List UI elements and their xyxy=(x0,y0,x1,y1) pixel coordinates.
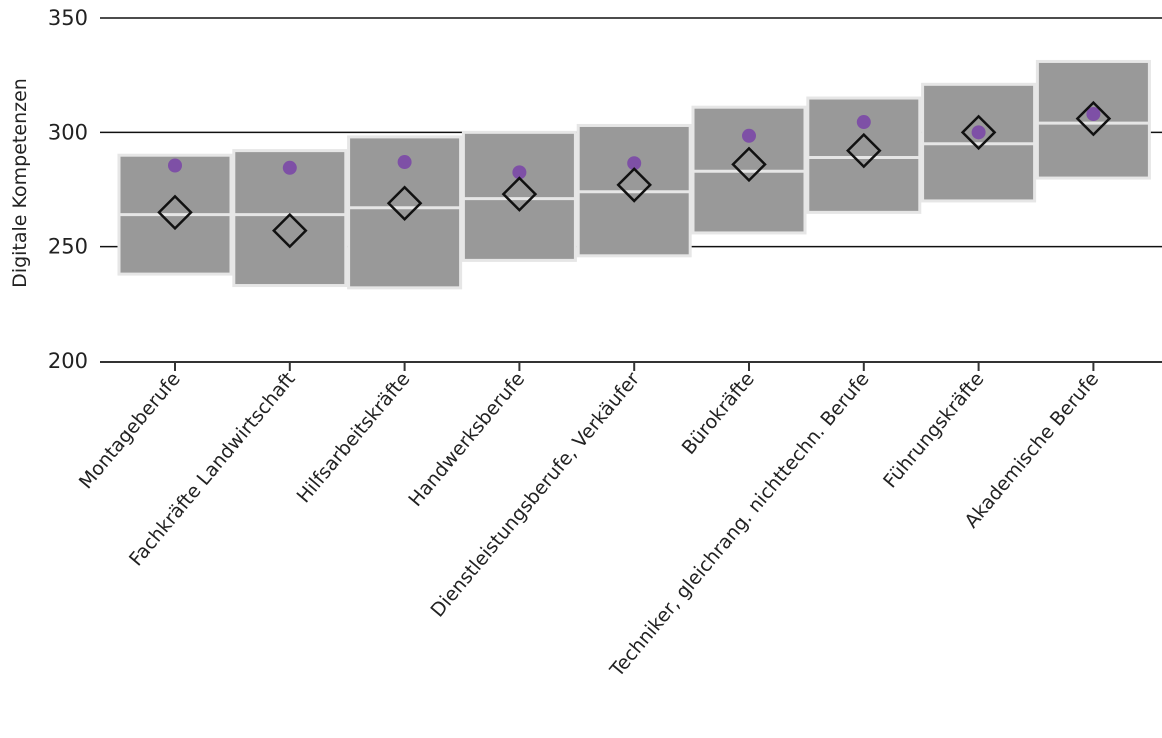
box-group xyxy=(576,123,692,258)
dot-marker xyxy=(971,125,986,140)
x-tick-label: Montageberufe xyxy=(75,368,185,493)
x-tick-label: Dienstleistungsberufe, Verkäufer xyxy=(426,368,644,621)
box-group xyxy=(1035,59,1151,180)
box xyxy=(232,149,348,288)
diamond-marker xyxy=(960,114,997,151)
diamond-marker xyxy=(386,185,423,221)
x-tick-label: Bürokräfte xyxy=(678,368,759,459)
y-tick-label: 200 xyxy=(48,349,88,373)
diamond-marker xyxy=(846,132,882,169)
x-tick-label: Akademische Berufe xyxy=(960,368,1103,532)
box-group xyxy=(921,82,1037,203)
box-group xyxy=(117,153,233,276)
x-tick-label: Führungskräfte xyxy=(879,368,988,492)
diamond-marker xyxy=(501,176,538,212)
diamond-marker xyxy=(616,167,652,203)
y-tick-label: 300 xyxy=(48,120,88,144)
diamond-marker xyxy=(1075,100,1112,137)
x-tick-label: Handwerksberufe xyxy=(404,368,529,511)
y-tick-label: 250 xyxy=(48,235,88,259)
box-group xyxy=(691,105,807,235)
box xyxy=(461,130,577,262)
dot-marker xyxy=(856,115,871,130)
dot-marker xyxy=(168,158,182,173)
dot-marker xyxy=(1086,107,1101,122)
box-group xyxy=(461,130,577,262)
y-tick-label: 350 xyxy=(48,6,88,30)
x-tick-label: Techniker, gleichrang. nichttechn. Beruf… xyxy=(605,368,873,682)
box-group xyxy=(232,149,348,288)
dot-marker xyxy=(627,156,642,171)
box-group xyxy=(806,96,922,214)
diamond-marker xyxy=(272,212,308,249)
x-tick-label: Hilfsarbeitskräfte xyxy=(293,368,415,507)
boxes xyxy=(117,59,1151,290)
box-group xyxy=(347,135,463,290)
dot-marker xyxy=(512,165,527,180)
y-axis: 200 250 300 350 xyxy=(48,6,88,373)
y-axis-title: Digitale Kompetenzen xyxy=(9,78,31,288)
dot-marker xyxy=(282,160,297,175)
dot-marker xyxy=(742,128,756,143)
diamond-marker xyxy=(157,194,193,231)
diamond-marker xyxy=(731,146,767,183)
dot-marker xyxy=(397,155,412,170)
